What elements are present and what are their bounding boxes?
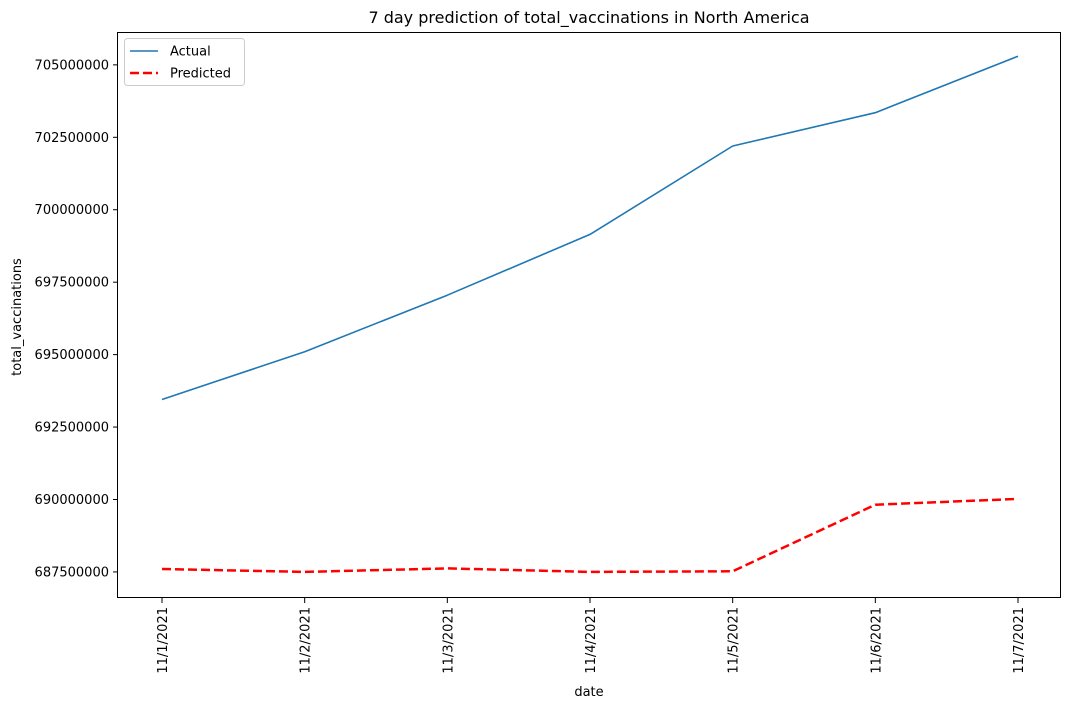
x-tick-label: 11/2/2021 <box>299 607 314 674</box>
y-tick-label: 705000000 <box>35 58 109 73</box>
y-tick-label: 700000000 <box>35 203 109 218</box>
x-tick-label: 11/7/2021 <box>1012 607 1027 674</box>
y-axis-label: total_vaccinations <box>10 258 25 376</box>
series-line-actual <box>161 55 1019 401</box>
y-tick-label: 692500000 <box>35 421 109 436</box>
series-line-predicted <box>161 497 1019 574</box>
x-tick-label: 11/5/2021 <box>727 607 742 674</box>
y-axis: 687500000 690000000 692500000 695000000 6975… <box>35 58 118 580</box>
x-tick-label: 11/3/2021 <box>441 607 456 674</box>
legend-label: Predicted <box>170 67 231 82</box>
y-tick-label: 690000000 <box>35 493 109 508</box>
y-tick-label: 687500000 <box>35 565 109 580</box>
legend-label: Actual <box>170 45 211 60</box>
x-axis-label: date <box>574 685 603 700</box>
x-tick-label: 11/4/2021 <box>584 607 599 674</box>
legend: Actual Predicted <box>124 38 245 86</box>
x-tick-label: 11/6/2021 <box>869 607 884 674</box>
x-axis: 11/1/2021 11/2/2021 11/3/2021 11/4/2021 11/5… <box>156 598 1027 674</box>
x-tick-label: 11/1/2021 <box>156 607 171 674</box>
plot-area <box>117 32 1061 598</box>
chart-title: 7 day prediction of total_vaccinations i… <box>368 8 809 28</box>
y-tick-label: 697500000 <box>35 276 109 291</box>
series-layer <box>161 55 1019 574</box>
y-tick-label: 702500000 <box>35 131 109 146</box>
y-tick-label: 695000000 <box>35 348 109 363</box>
